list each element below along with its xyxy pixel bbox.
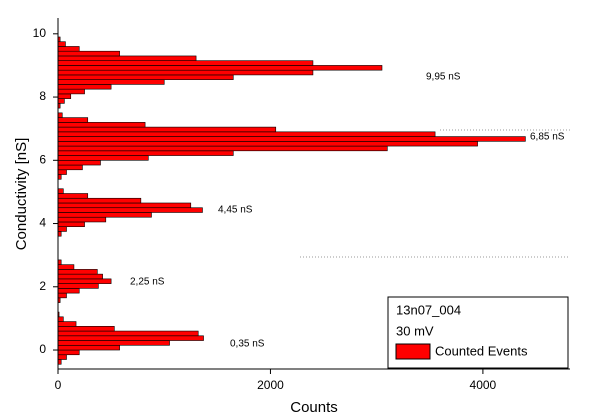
bar <box>57 145 388 152</box>
bar <box>57 122 146 128</box>
bar <box>57 330 199 337</box>
bar <box>57 60 314 66</box>
bar <box>57 88 85 95</box>
bar <box>57 197 142 204</box>
x-tick-label: 0 <box>55 378 62 392</box>
bar <box>57 65 383 71</box>
bar <box>57 84 112 90</box>
bar <box>57 273 103 280</box>
y-axis-label: Conductivity [nS] <box>13 138 30 251</box>
x-tick-label: 2000 <box>257 378 284 392</box>
bar <box>57 269 98 275</box>
bar <box>57 131 436 137</box>
bar <box>57 117 89 123</box>
bar <box>57 55 197 61</box>
annotation: 2,25 nS <box>130 277 165 288</box>
bar <box>57 188 64 194</box>
y-tick-label: 4 <box>39 216 46 230</box>
bar <box>57 326 115 332</box>
bar <box>57 150 234 156</box>
bar <box>57 46 80 52</box>
bar <box>57 288 80 294</box>
x-tick-label: 4000 <box>470 378 497 392</box>
bar <box>57 321 77 327</box>
legend-label: Counted Events <box>435 343 528 358</box>
bar <box>57 335 204 341</box>
legend-swatch <box>395 343 431 360</box>
bar <box>57 212 152 218</box>
bar <box>57 164 83 171</box>
legend-title: 30 mV <box>396 323 434 338</box>
annotation: 6,85 nS <box>530 132 565 143</box>
y-tick-label: 8 <box>39 89 46 103</box>
bar <box>57 79 165 85</box>
bar <box>57 349 80 356</box>
bar <box>57 344 120 351</box>
bar <box>57 292 67 299</box>
y-tick-label: 2 <box>39 279 46 293</box>
bar <box>57 126 277 133</box>
y-tick-label: 0 <box>39 342 46 356</box>
bar <box>57 221 85 228</box>
bar <box>57 159 101 166</box>
legend-title: 13n07_004 <box>396 302 461 317</box>
bar <box>57 93 72 99</box>
bar <box>57 340 170 346</box>
bar <box>57 354 67 360</box>
bar <box>57 112 63 118</box>
annotation: 4,45 nS <box>218 205 253 216</box>
bar <box>57 136 526 142</box>
bar <box>57 316 64 322</box>
y-tick-label: 6 <box>39 152 46 166</box>
bar <box>57 278 112 284</box>
annotation: 0,35 nS <box>230 339 265 350</box>
bar <box>57 216 107 223</box>
bar <box>57 264 75 270</box>
bar <box>57 169 67 175</box>
annotation: 9,95 nS <box>426 72 461 83</box>
y-tick-label: 10 <box>33 26 47 40</box>
x-axis-label: Counts <box>290 399 338 416</box>
bar <box>57 69 314 76</box>
bar <box>57 155 149 161</box>
bar <box>57 50 120 57</box>
bar <box>57 226 67 232</box>
bar <box>57 141 478 147</box>
bar <box>57 207 203 213</box>
bar <box>57 98 65 104</box>
bar <box>57 41 66 47</box>
bar <box>57 193 89 199</box>
bar <box>57 283 99 289</box>
bar <box>57 202 192 209</box>
bar <box>57 74 234 80</box>
